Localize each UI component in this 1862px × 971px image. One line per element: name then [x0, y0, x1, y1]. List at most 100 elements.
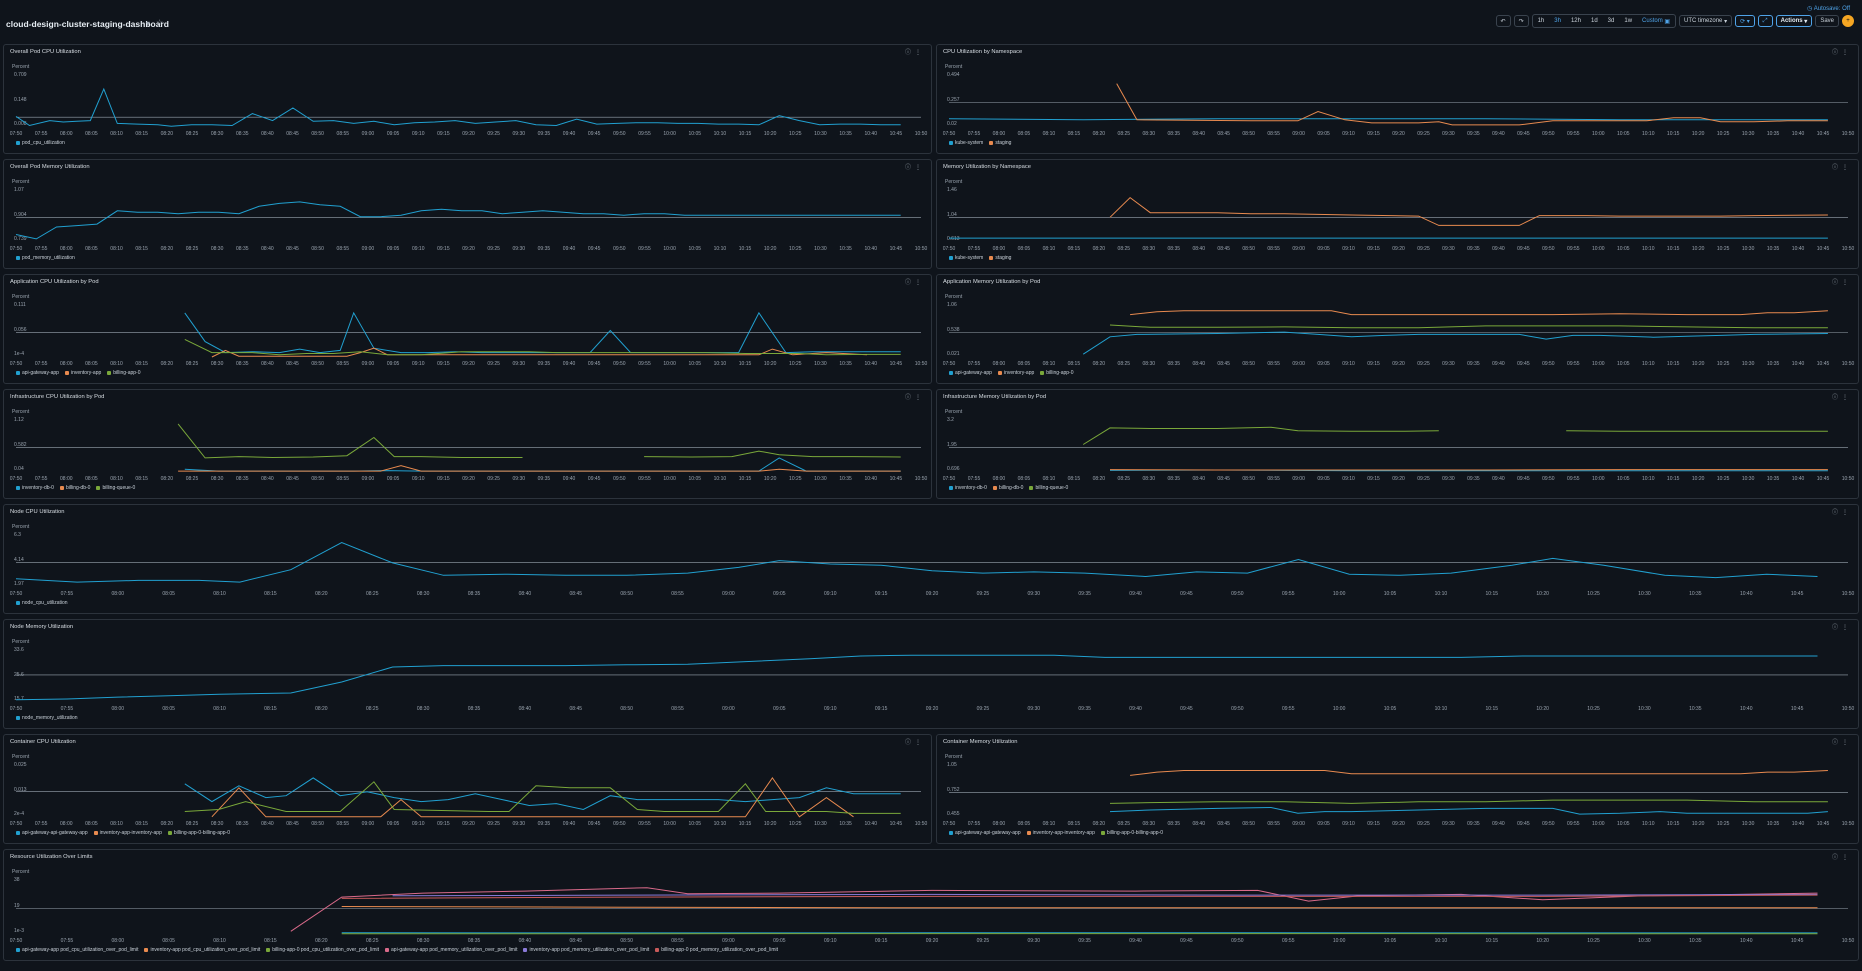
- more-options-icon[interactable]: ⋮: [1842, 50, 1852, 56]
- info-icon[interactable]: ⓘ: [904, 280, 915, 286]
- legend-item[interactable]: inventory-app-inventory-app: [1026, 830, 1095, 836]
- more-options-icon[interactable]: ⋮: [1842, 280, 1852, 286]
- info-icon[interactable]: ⓘ: [904, 740, 915, 746]
- time-range-1d[interactable]: 1d: [1590, 18, 1598, 24]
- more-options-icon[interactable]: ⋮: [915, 50, 925, 56]
- more-options-icon[interactable]: ⋮: [915, 395, 925, 401]
- y-tick-label: 1.05: [947, 762, 957, 768]
- panel-p4[interactable]: Memory Utilization by Namespace ⓘ⋮ Percent…: [936, 159, 1859, 269]
- time-range-3d[interactable]: 3d: [1607, 18, 1615, 24]
- info-icon[interactable]: ⓘ: [1831, 855, 1842, 861]
- x-tick-label: 10:50: [914, 131, 928, 137]
- panel-p3[interactable]: Overall Pod Memory Utilization ⓘ⋮ Percent 1…: [3, 159, 932, 269]
- dashboard-title[interactable]: cloud-design-cluster-staging-dashboard: [6, 19, 169, 29]
- time-range-1w[interactable]: 1w: [1624, 18, 1633, 24]
- info-icon[interactable]: ⓘ: [1831, 280, 1842, 286]
- panel-p9[interactable]: Node CPU Utilization ⓘ⋮ Percent 6.3 4.14 1.97…: [3, 504, 1859, 614]
- more-options-icon[interactable]: ⋮: [1842, 855, 1852, 861]
- y-tick-label: 33.6: [14, 647, 24, 653]
- info-icon[interactable]: ⓘ: [1831, 395, 1842, 401]
- legend-item[interactable]: api-gateway-app: [16, 370, 59, 376]
- x-tick-label: 09:55: [638, 476, 651, 482]
- time-range-1h[interactable]: 1h: [1537, 18, 1545, 24]
- info-icon[interactable]: ⓘ: [904, 50, 915, 56]
- legend-item[interactable]: kube-system: [949, 140, 983, 146]
- legend-item[interactable]: api-gateway-api-gateway-app: [949, 830, 1021, 836]
- legend-item[interactable]: inventory-app: [64, 370, 101, 376]
- x-tick-label: 10:10: [1434, 706, 1448, 712]
- legend-item[interactable]: staging: [989, 140, 1011, 146]
- legend-item[interactable]: node_memory_utilization: [16, 715, 78, 721]
- info-icon[interactable]: ⓘ: [1831, 165, 1842, 171]
- legend-item[interactable]: billing-db-0: [992, 485, 1023, 491]
- more-options-icon[interactable]: ⋮: [915, 740, 925, 746]
- time-range-3h[interactable]: 3h: [1554, 18, 1561, 24]
- legend-item[interactable]: api-gateway-app pod_cpu_utilization_over…: [16, 947, 138, 953]
- info-icon[interactable]: ⓘ: [1831, 740, 1842, 746]
- legend-item[interactable]: inventory-app-inventory-app: [93, 830, 162, 836]
- legend-item[interactable]: api-gateway-app pod_memory_utilization_o…: [385, 947, 517, 953]
- panel-p6[interactable]: Application Memory Utilization by Pod ⓘ⋮ P…: [936, 274, 1859, 384]
- more-options-icon[interactable]: ⋮: [1842, 395, 1852, 401]
- undo-button[interactable]: ↶: [1495, 15, 1511, 27]
- panel-p10[interactable]: Node Memory Utilization ⓘ⋮ Percent 33.6 25.6…: [3, 619, 1859, 729]
- redo-button[interactable]: ↷: [1513, 15, 1529, 27]
- panel-p12[interactable]: Container Memory Utilization ⓘ⋮ Percent 1.0…: [936, 734, 1859, 844]
- legend-item[interactable]: kube-system: [949, 255, 983, 261]
- more-options-icon[interactable]: ⋮: [1842, 165, 1852, 171]
- time-range-12h[interactable]: 12h: [1570, 18, 1581, 24]
- legend-item[interactable]: billing-app-0: [107, 370, 141, 376]
- legend-item[interactable]: billing-app-0: [1040, 370, 1074, 376]
- legend-item[interactable]: node_cpu_utilization: [16, 600, 68, 606]
- legend-item[interactable]: billing-queue-0: [1029, 485, 1068, 491]
- legend-item[interactable]: api-gateway-api-gateway-app: [16, 830, 88, 836]
- panel-p13[interactable]: Resource Utilization Over Limits ⓘ⋮ Percen…: [3, 849, 1859, 961]
- refresh-button[interactable]: ⟳ ▾: [1735, 15, 1755, 27]
- autosave-toggle[interactable]: ◷ Autosave: Off: [1807, 5, 1850, 12]
- x-tick-label: 09:05: [773, 706, 786, 712]
- more-options-icon[interactable]: ⋮: [915, 165, 925, 171]
- legend-item[interactable]: billing-queue-0: [96, 485, 135, 491]
- legend-item[interactable]: pod_memory_utilization: [16, 255, 75, 261]
- panel-p8[interactable]: Infrastructure Memory Utilization by Pod…: [936, 389, 1859, 499]
- panel-p7[interactable]: Infrastructure CPU Utilization by Pod ⓘ⋮ P…: [3, 389, 932, 499]
- x-tick-label: 08:40: [1192, 131, 1205, 137]
- panel-p2[interactable]: CPU Utilization by Namespace ⓘ⋮ Percent 0.4…: [936, 44, 1859, 154]
- legend-item[interactable]: staging: [989, 255, 1011, 261]
- legend-item[interactable]: billing-app-0 pod_cpu_utilization_over_p…: [266, 947, 379, 953]
- info-icon[interactable]: ⓘ: [1831, 625, 1842, 631]
- x-tick-label: 10:25: [1716, 821, 1730, 827]
- fullscreen-button[interactable]: ⤢: [1757, 15, 1773, 27]
- legend-item[interactable]: billing-db-0: [59, 485, 90, 491]
- panel-p11[interactable]: Container CPU Utilization ⓘ⋮ Percent 0.025 0…: [3, 734, 932, 844]
- info-icon[interactable]: ⓘ: [904, 165, 915, 171]
- legend-item[interactable]: billing-app-0 pod_memory_utilization_ove…: [655, 947, 778, 953]
- legend-item[interactable]: billing-app-0-billing-app-0: [167, 830, 230, 836]
- legend-item[interactable]: inventory-db-0: [949, 485, 987, 491]
- timezone-select[interactable]: UTC timezone ▾: [1679, 15, 1733, 27]
- add-widget-button[interactable]: +: [1842, 15, 1854, 27]
- more-options-icon[interactable]: ⋮: [1842, 625, 1852, 631]
- more-options-icon[interactable]: ⋮: [1842, 740, 1852, 746]
- favorite-star-icon[interactable]: ☆: [156, 18, 164, 27]
- panel-p1[interactable]: Overall Pod CPU Utilization ⓘ⋮ Percent 0.70…: [3, 44, 932, 154]
- info-icon[interactable]: ⓘ: [904, 395, 915, 401]
- legend-item[interactable]: api-gateway-app: [949, 370, 992, 376]
- info-icon[interactable]: ⓘ: [1831, 50, 1842, 56]
- legend-item[interactable]: inventory-app pod_memory_utilization_ove…: [523, 947, 649, 953]
- legend-item[interactable]: pod_cpu_utilization: [16, 140, 65, 146]
- info-icon[interactable]: ⓘ: [1831, 510, 1842, 516]
- actions-button[interactable]: Actions ▾: [1775, 15, 1813, 27]
- legend-item[interactable]: inventory-db-0: [16, 485, 54, 491]
- legend-item[interactable]: inventory-app: [997, 370, 1034, 376]
- panel-p5[interactable]: Application CPU Utilization by Pod ⓘ⋮ Perc…: [3, 274, 932, 384]
- chart-plot: [16, 777, 921, 818]
- legend-item[interactable]: inventory-app pod_cpu_utilization_over_p…: [144, 947, 260, 953]
- more-options-icon[interactable]: ⋮: [1842, 510, 1852, 516]
- title-dropdown-icon[interactable]: ▾: [146, 19, 151, 28]
- more-options-icon[interactable]: ⋮: [915, 280, 925, 286]
- legend-item[interactable]: billing-app-0-billing-app-0: [1100, 830, 1163, 836]
- y-tick-label: 0.494: [947, 72, 960, 78]
- time-range-custom[interactable]: Custom ▣: [1637, 15, 1675, 27]
- save-button[interactable]: Save: [1815, 15, 1839, 27]
